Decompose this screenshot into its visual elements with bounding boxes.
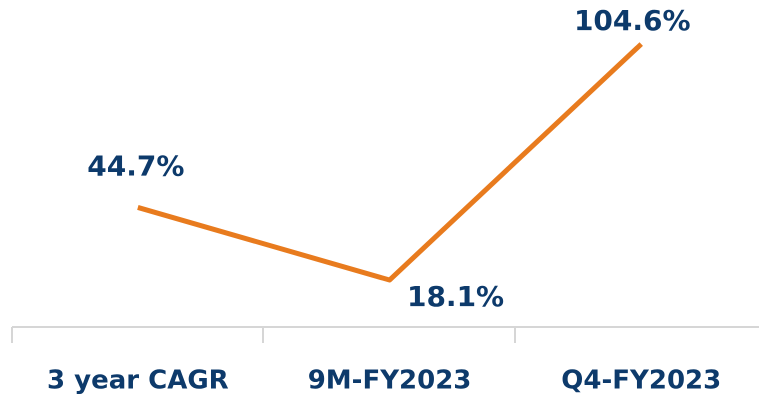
- line: [137, 42, 643, 283]
- data-label: 18.1%: [407, 280, 504, 313]
- data-label: 104.6%: [574, 4, 691, 37]
- x-tick-label: 9M-FY2023: [308, 366, 472, 396]
- x-tick-label: 3 year CAGR: [47, 366, 229, 396]
- x-tick-label: Q4-FY2023: [561, 366, 721, 396]
- data-label: 44.7%: [87, 149, 184, 182]
